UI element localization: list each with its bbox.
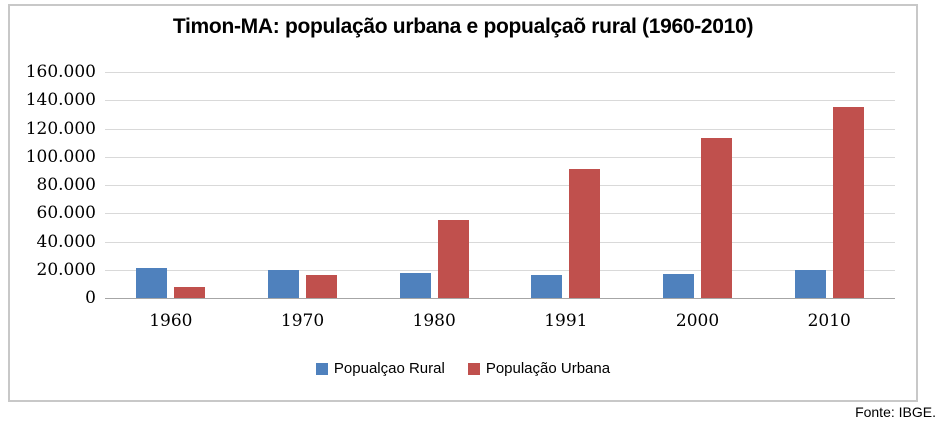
bar-rural-2010 <box>794 269 826 298</box>
bar-urbana-1960 <box>174 286 206 298</box>
x-tick-label: 1960 <box>149 311 193 331</box>
legend-label: Popualçao Rural <box>333 360 445 377</box>
x-tick-label: 1991 <box>544 311 588 331</box>
gridline <box>105 241 895 243</box>
bar-group-1970 <box>237 72 369 298</box>
legend-swatch-icon <box>315 362 328 375</box>
y-tick-label: 80.000 <box>36 175 96 195</box>
gridlines <box>105 72 895 299</box>
gridline <box>105 156 895 158</box>
x-axis-line <box>105 298 895 299</box>
x-axis-labels: 1960 1970 1980 1991 2000 2010 <box>105 311 895 331</box>
legend: Popualçao Rural População Urbana <box>8 360 918 377</box>
y-tick-label: 160.000 <box>25 62 96 82</box>
bar-group-1980 <box>368 72 500 298</box>
bar-group-2000 <box>632 72 764 298</box>
bar-urbana-2010 <box>832 107 864 298</box>
bar-rural-1980 <box>399 272 431 298</box>
y-tick-label: 0 <box>85 288 96 308</box>
legend-item-rural: Popualçao Rural <box>315 360 445 377</box>
x-tick-label: 1980 <box>412 311 456 331</box>
y-tick-label: 100.000 <box>25 146 96 167</box>
y-axis-labels: 0 20.000 40.000 60.000 80.000 100.000 120.000 1… <box>8 63 96 307</box>
source-note: Fonte: IBGE. <box>855 404 936 420</box>
bar-urbana-2000 <box>701 138 733 298</box>
x-tick-label: 1970 <box>280 311 325 331</box>
y-tick-label: 140.000 <box>25 90 96 111</box>
legend-swatch-icon <box>467 362 480 375</box>
gridline <box>105 213 895 215</box>
bar-urbana-1970 <box>306 275 337 298</box>
chart-title: Timon-MA: população urbana e popualçaõ r… <box>172 15 754 38</box>
bar-rural-1991 <box>531 275 563 298</box>
bar-urbana-1991 <box>569 169 601 298</box>
chart-frame <box>8 4 918 402</box>
bar-rural-1960 <box>136 268 168 298</box>
y-tick-label: 20.000 <box>36 259 96 280</box>
x-tick-label: 2000 <box>675 311 720 331</box>
gridline <box>105 100 895 102</box>
legend-label: População Urbana <box>485 360 611 377</box>
legend-item-urbana: População Urbana <box>467 360 611 377</box>
y-tick-label: 120.000 <box>25 118 96 139</box>
x-tick-label: 2010 <box>807 311 851 331</box>
gridline <box>105 128 895 130</box>
bar-rural-1970 <box>268 269 299 298</box>
plot-groups <box>105 72 895 298</box>
y-tick-label: 60.000 <box>36 203 96 224</box>
y-tick-label: 40.000 <box>36 231 96 252</box>
plot-area <box>105 72 895 299</box>
bar-urbana-1980 <box>437 220 469 298</box>
bar-group-1960 <box>105 72 237 298</box>
gridline <box>105 269 895 271</box>
gridline <box>105 72 895 73</box>
gridline <box>105 185 895 186</box>
bar-group-1991 <box>500 72 632 298</box>
bar-group-2010 <box>763 72 895 298</box>
bar-rural-2000 <box>663 274 695 298</box>
